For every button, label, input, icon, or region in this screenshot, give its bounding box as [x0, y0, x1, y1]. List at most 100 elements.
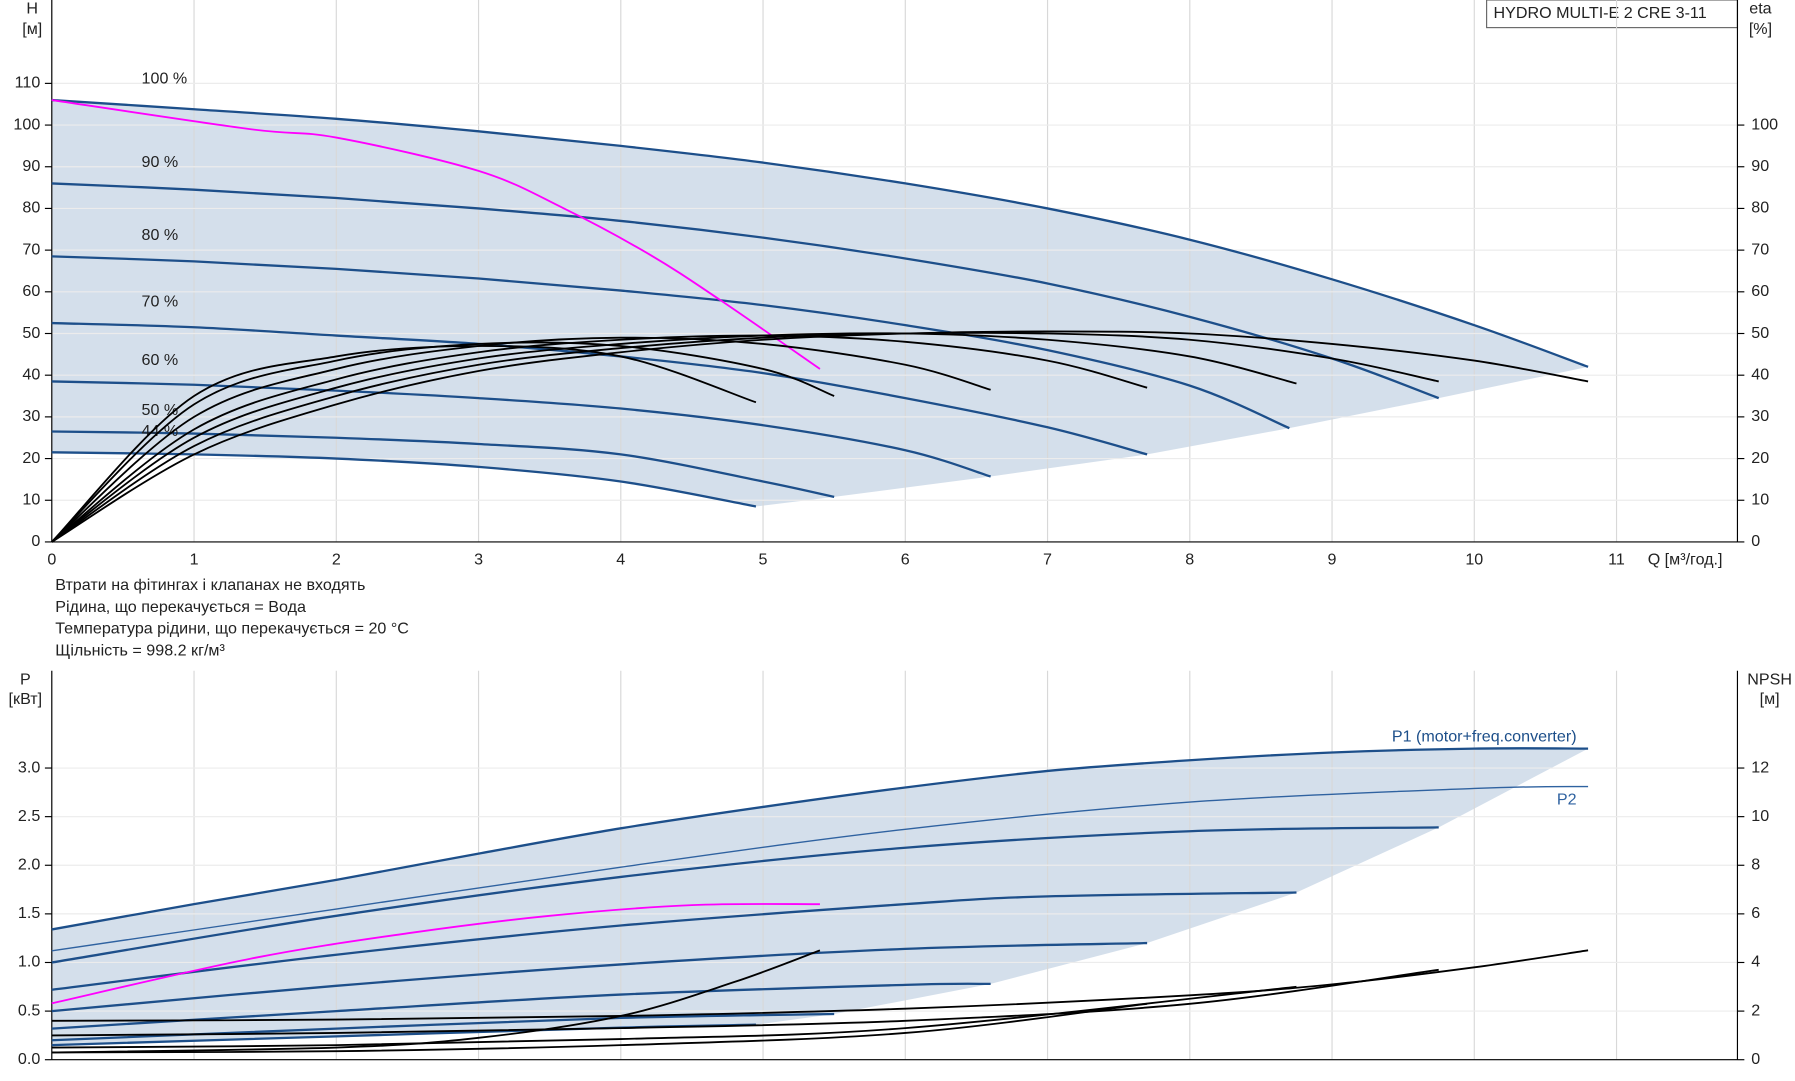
operating-envelope	[51, 748, 1589, 1046]
y2-axis-label: eta	[1749, 0, 1771, 17]
curve-label: 60 %	[142, 351, 179, 369]
curve-label: 100 %	[142, 70, 188, 88]
y-tick-label: 1.5	[18, 904, 40, 922]
x-axis-label: Q [м³/год.]	[1648, 551, 1723, 569]
curve	[51, 345, 757, 543]
note: Температура рідини, що перекачується = 2…	[55, 620, 409, 638]
y-tick-label: 60	[22, 282, 40, 300]
curve	[51, 182, 1440, 400]
curve-label: 90 %	[142, 153, 179, 171]
y-tick-label: 40	[22, 365, 40, 383]
y-tick-label: 0.5	[18, 1001, 40, 1019]
curve	[51, 985, 1297, 1049]
curve	[51, 941, 1148, 1013]
curve	[51, 98, 1589, 368]
y2-tick-label: 2	[1751, 1001, 1760, 1019]
curve	[51, 982, 991, 1030]
y2-tick-label: 12	[1751, 758, 1769, 776]
y2-tick-label: 40	[1751, 365, 1769, 383]
x-tick-label: 3	[474, 551, 483, 569]
y2-tick-label: 10	[1751, 491, 1769, 509]
x-tick-label: 9	[1328, 551, 1337, 569]
y-tick-label: 110	[15, 74, 41, 92]
operating-envelope	[51, 100, 1589, 507]
x-tick-label: 2	[332, 551, 341, 569]
curve	[51, 430, 835, 499]
curve	[51, 968, 1439, 1037]
x-tick-label: 5	[759, 551, 768, 569]
y-tick-label: 90	[22, 157, 40, 175]
y2-tick-label: 20	[1751, 449, 1769, 467]
x-tick-label: 1	[190, 551, 199, 569]
y2-tick-label: 4	[1751, 953, 1760, 971]
y2-tick-label: 70	[1751, 240, 1769, 258]
curve	[51, 255, 1290, 430]
note: Втрати на фітингах і клапанах не входять	[55, 576, 365, 594]
curve-label: 50 %	[142, 401, 179, 419]
curve	[51, 949, 1589, 1022]
y2-axis-unit: [м]	[1760, 690, 1780, 708]
curve	[51, 1002, 1148, 1054]
y-tick-label: 80	[22, 199, 40, 217]
y-tick-label: 50	[22, 324, 40, 342]
note: Щільність = 998.2 кг/м³	[55, 641, 225, 659]
y2-tick-label: 6	[1751, 904, 1760, 922]
y2-tick-label: 10	[1751, 807, 1769, 825]
series-label: P2	[1557, 791, 1577, 809]
x-tick-label: 6	[901, 551, 910, 569]
y-axis-label: P	[20, 670, 31, 688]
y2-tick-label: 60	[1751, 282, 1769, 300]
curve	[51, 826, 1439, 964]
series-label: P1 (motor+freq.converter)	[1392, 727, 1577, 745]
curve	[51, 747, 1589, 931]
note: Рідина, що перекачується = Вода	[55, 598, 306, 616]
y-axis-unit: [кВт]	[9, 690, 43, 708]
x-tick-label: 8	[1185, 551, 1194, 569]
y2-axis-unit: [%]	[1749, 20, 1772, 38]
y2-tick-label: 80	[1751, 199, 1769, 217]
y-tick-label: 30	[22, 407, 40, 425]
x-tick-label: 7	[1043, 551, 1052, 569]
y-tick-label: 0	[31, 532, 40, 550]
curve	[51, 341, 835, 543]
y-tick-label: 1.0	[18, 953, 40, 971]
curve	[51, 903, 820, 1005]
plot-layer: 0 1 2 3 4 5 6 7 8 9 10 1101020304050607080901001100…	[13, 0, 1778, 1068]
y2-tick-label: 0	[1751, 532, 1760, 550]
y2-tick-label: 0	[1751, 1050, 1760, 1068]
chart-title: HYDRO MULTI-E 2 CRE 3-11	[1494, 4, 1707, 22]
curve	[51, 334, 1148, 543]
y-axis-unit: [м]	[22, 20, 42, 38]
curve	[51, 331, 1439, 543]
title-box	[1486, 0, 1739, 29]
y-tick-label: 2.0	[18, 856, 40, 874]
y2-tick-label: 30	[1751, 407, 1769, 425]
y2-tick-label: 8	[1751, 856, 1760, 874]
curve	[51, 451, 757, 508]
curve	[51, 380, 991, 478]
x-tick-label: 10	[1465, 551, 1483, 569]
y-axis-label: H	[26, 0, 38, 17]
y2-axis-label: NPSH	[1747, 670, 1792, 688]
y-tick-label: 3.0	[18, 758, 40, 776]
curve	[51, 949, 821, 1054]
y2-tick-label: 90	[1751, 157, 1769, 175]
curve	[51, 332, 1297, 543]
curve-label: 70 %	[142, 293, 179, 311]
y2-tick-label: 50	[1751, 324, 1769, 342]
x-tick-label: 11	[1608, 551, 1625, 569]
curve-label: 80 %	[142, 226, 179, 244]
x-tick-label: 4	[616, 551, 625, 569]
y-tick-label: 100	[13, 115, 40, 133]
y-tick-label: 10	[22, 491, 40, 509]
curve	[51, 785, 1589, 952]
x-tick-label: 0	[47, 551, 56, 569]
y2-tick-label: 100	[1751, 115, 1778, 133]
curve	[51, 891, 1297, 991]
y-tick-label: 2.5	[18, 807, 40, 825]
y-tick-label: 70	[22, 240, 40, 258]
y-tick-label: 0.0	[18, 1050, 40, 1068]
y-tick-label: 20	[22, 449, 40, 467]
